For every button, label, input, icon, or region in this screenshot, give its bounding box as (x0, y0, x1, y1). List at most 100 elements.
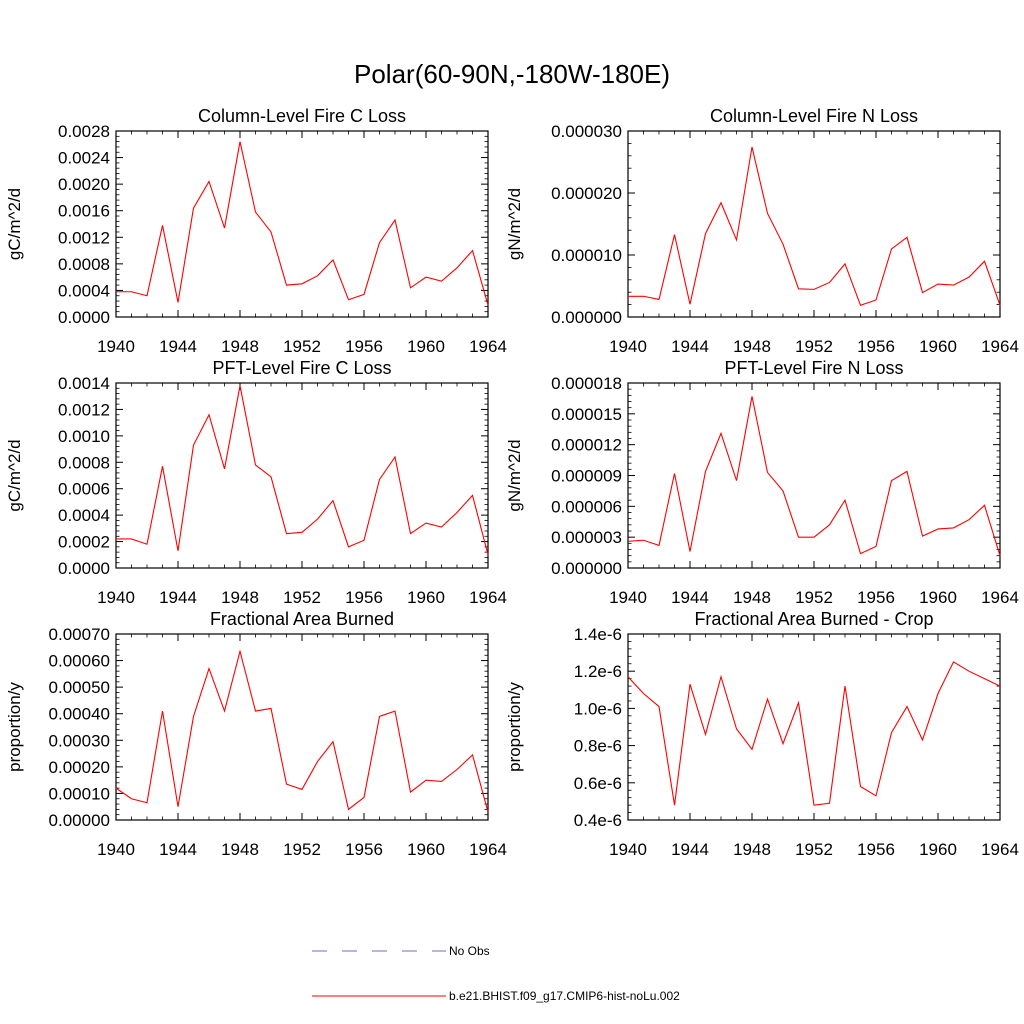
y-axis-label: proportion/y (5, 682, 24, 772)
chart-panel: 1940 1944 1948 1952 1956 1960 1964 0.00000 0.000… (5, 609, 507, 859)
y-tick-label: 0.00010 (49, 784, 110, 803)
x-tick-label: 1940 (97, 337, 135, 356)
x-tick-label: 1940 (609, 840, 647, 859)
y-tick-label: 0.00050 (49, 678, 110, 697)
y-tick-label: 0.6e-6 (574, 774, 622, 793)
chart-panel: 1940 1944 1948 1952 1956 1960 1964 0.000000 0.00… (505, 106, 1019, 356)
panel-title: Fractional Area Burned - Crop (694, 609, 933, 629)
panel-title: PFT-Level Fire C Loss (212, 358, 391, 378)
x-tick-label: 1960 (919, 337, 957, 356)
y-axis-label: gN/m^2/d (505, 439, 524, 511)
x-tick-label: 1948 (221, 840, 259, 859)
y-axis-label: proportion/y (505, 682, 524, 772)
y-tick-label: 0.0010 (58, 427, 110, 446)
plot-frame (115, 633, 489, 821)
x-tick-label: 1952 (795, 588, 833, 607)
series-line (627, 396, 1001, 556)
y-tick-label: 0.0028 (58, 122, 110, 141)
y-tick-label: 0.000015 (551, 405, 622, 424)
x-tick-label: 1960 (407, 840, 445, 859)
y-tick-label: 0.000006 (551, 497, 622, 516)
series-line (115, 649, 489, 813)
plot-frame (115, 382, 489, 569)
y-tick-label: 0.000018 (551, 374, 622, 393)
y-tick-label: 0.00040 (49, 705, 110, 724)
legend-label-no-obs: No Obs (449, 944, 490, 958)
y-tick-label: 0.4e-6 (574, 811, 622, 830)
series-line (116, 141, 489, 306)
y-tick-label: 0.0006 (58, 480, 110, 499)
panel-title: Column-Level Fire C Loss (198, 106, 406, 126)
x-tick-label: 1948 (733, 840, 771, 859)
y-tick-label: 1.0e-6 (574, 699, 622, 718)
plot-frame (627, 382, 1001, 569)
x-tick-label: 1944 (671, 337, 709, 356)
y-tick-label: 0.000010 (551, 246, 622, 265)
x-tick-label: 1952 (283, 588, 321, 607)
x-tick-label: 1952 (283, 840, 321, 859)
chart-panel: 1940 1944 1948 1952 1956 1960 1964 0.4e-6 0.6e-6… (505, 609, 1019, 859)
x-tick-label: 1948 (221, 337, 259, 356)
y-tick-label: 0.0012 (58, 400, 110, 419)
y-tick-label: 0.0004 (58, 281, 110, 300)
x-tick-label: 1944 (671, 840, 709, 859)
x-tick-label: 1944 (159, 337, 197, 356)
x-tick-label: 1952 (283, 337, 321, 356)
x-tick-label: 1956 (345, 337, 383, 356)
x-tick-label: 1960 (919, 840, 957, 859)
x-tick-label: 1964 (469, 840, 507, 859)
y-tick-label: 0.00070 (49, 625, 110, 644)
panel-title: Column-Level Fire N Loss (710, 106, 918, 126)
x-tick-label: 1960 (919, 588, 957, 607)
y-tick-label: 0.000020 (551, 184, 622, 203)
y-tick-label: 0.0008 (58, 255, 110, 274)
x-tick-label: 1948 (221, 588, 259, 607)
y-tick-label: 0.000000 (551, 559, 622, 578)
y-tick-label: 0.00030 (49, 731, 110, 750)
y-tick-label: 1.2e-6 (574, 662, 622, 681)
y-tick-label: 0.00020 (49, 758, 110, 777)
x-tick-label: 1956 (857, 337, 895, 356)
x-tick-label: 1948 (733, 337, 771, 356)
y-tick-label: 0.0000 (58, 308, 110, 327)
x-tick-label: 1952 (795, 337, 833, 356)
series-line (627, 661, 1001, 806)
panel-title: PFT-Level Fire N Loss (724, 358, 903, 378)
y-tick-label: 0.0008 (58, 453, 110, 472)
y-axis-label: gC/m^2/d (5, 188, 24, 260)
x-tick-label: 1964 (469, 588, 507, 607)
x-tick-label: 1964 (981, 588, 1019, 607)
y-axis-label: gC/m^2/d (5, 439, 24, 511)
x-tick-label: 1952 (795, 840, 833, 859)
y-axis-label: gN/m^2/d (505, 188, 524, 260)
y-tick-label: 0.0004 (58, 506, 110, 525)
chart-panel: 1940 1944 1948 1952 1956 1960 1964 0.000000 0.00… (505, 358, 1019, 607)
x-tick-label: 1964 (469, 337, 507, 356)
x-tick-label: 1940 (609, 588, 647, 607)
chart-panel: 1940 1944 1948 1952 1956 1960 1964 0.0000 0.0004… (5, 106, 507, 356)
y-tick-label: 0.00000 (49, 811, 110, 830)
x-tick-label: 1960 (407, 337, 445, 356)
series-line (628, 146, 1001, 307)
y-tick-label: 0.0002 (58, 533, 110, 552)
x-tick-label: 1964 (981, 337, 1019, 356)
y-tick-label: 0.000000 (551, 308, 622, 327)
x-tick-label: 1940 (97, 588, 135, 607)
x-tick-label: 1940 (97, 840, 135, 859)
legend: No Obs b.e21.BHIST.f09_g17.CMIP6-hist-no… (312, 944, 680, 1003)
y-tick-label: 0.0024 (58, 149, 110, 168)
x-tick-label: 1944 (671, 588, 709, 607)
y-tick-label: 0.8e-6 (574, 737, 622, 756)
x-tick-label: 1944 (159, 588, 197, 607)
x-tick-label: 1956 (345, 588, 383, 607)
x-tick-label: 1956 (345, 840, 383, 859)
y-tick-label: 0.000012 (551, 436, 622, 455)
y-tick-label: 0.0016 (58, 202, 110, 221)
y-tick-label: 0.0012 (58, 228, 110, 247)
legend-label-model-run: b.e21.BHIST.f09_g17.CMIP6-hist-noLu.002 (449, 989, 680, 1003)
x-tick-label: 1940 (609, 337, 647, 356)
y-tick-label: 0.000030 (551, 122, 622, 141)
plot-frame (627, 633, 1001, 821)
figure-title: Polar(60-90N,-180W-180E) (354, 59, 670, 89)
